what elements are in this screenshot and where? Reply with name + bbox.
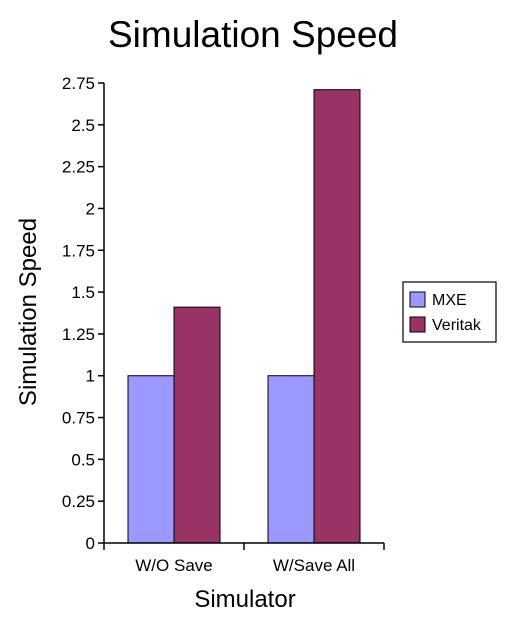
- bar-mxe-1: [267, 375, 315, 544]
- legend-label-mxe: MXE: [432, 292, 467, 309]
- bar-veritak-0: [173, 306, 221, 544]
- y-axis-label: Simulation Speed: [15, 218, 42, 406]
- y-tick-label: 0.5: [71, 450, 95, 469]
- y-tick-label: 2: [86, 199, 95, 218]
- chart-title: Simulation Speed: [108, 14, 398, 55]
- x-tick-label: W/O Save: [135, 556, 212, 575]
- y-tick-label: 2.5: [71, 116, 95, 135]
- y-tick-label: 2.25: [62, 158, 95, 177]
- legend-label-veritak: Veritak: [432, 317, 482, 334]
- plot-area: 0 0.25 0.5 0.75 1 1.25 1.5 1.75 2 2.25 2.5 2.75 W/O …: [62, 74, 385, 575]
- legend: MXE Veritak: [402, 281, 497, 343]
- y-tick-label: 1: [86, 367, 95, 386]
- bar-mxe-0: [127, 375, 175, 544]
- bar-veritak-1: [313, 89, 361, 544]
- y-tick-label: 0.25: [62, 492, 95, 511]
- legend-swatch-veritak: [409, 316, 426, 333]
- x-tick-label: W/Save All: [273, 556, 355, 575]
- x-axis-label: Simulator: [194, 586, 295, 613]
- y-tick-label: 0: [86, 534, 95, 553]
- y-tick-label: 0.75: [62, 409, 95, 428]
- y-tick-label: 1.75: [62, 241, 95, 260]
- y-tick-label: 2.75: [62, 74, 95, 93]
- y-tick-label: 1.25: [62, 325, 95, 344]
- y-tick-label: 1.5: [71, 283, 95, 302]
- legend-swatch-mxe: [409, 291, 426, 308]
